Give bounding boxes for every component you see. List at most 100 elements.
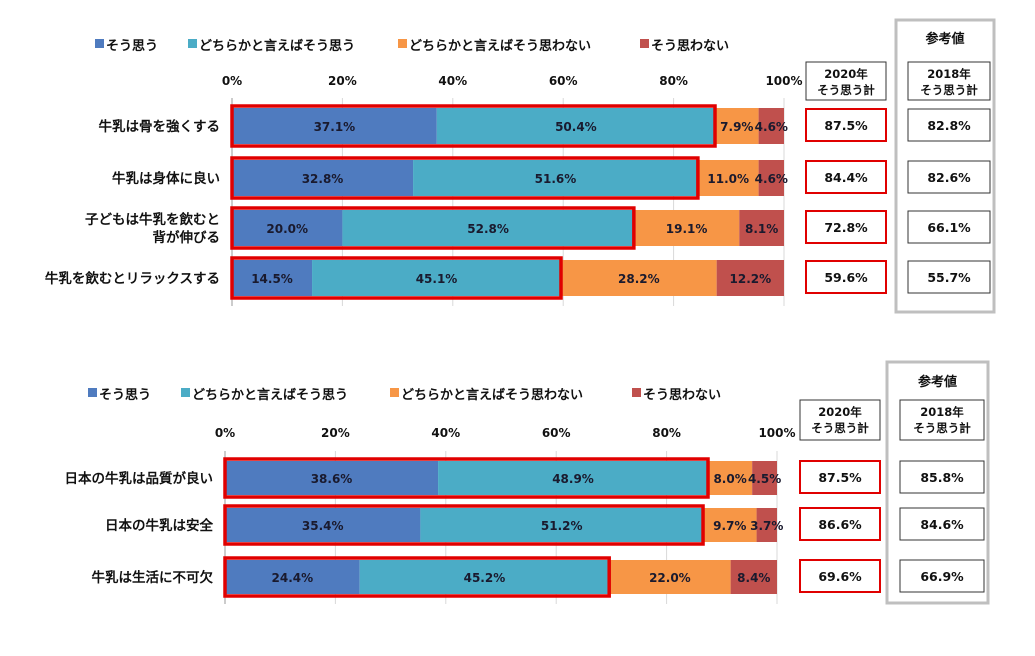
reference-2018-header [907,61,991,101]
reference-2018-box [907,160,991,194]
bar-segment [342,210,634,246]
highlight-outline [223,556,611,598]
legend-label: そう思わない [643,388,721,403]
bar-segment [232,108,437,144]
reference-2018-box [907,210,991,244]
bar-segment [232,260,313,296]
data-label: 35.4% [302,519,344,533]
legend-label: どちらかと言えばそう思わない [401,387,583,403]
bar-segment [232,210,343,246]
x-tick-label: 20% [328,74,357,88]
total-2020-value: 72.8% [824,220,868,235]
legend-label: どちらかと言えばそう思う [199,38,355,54]
data-label: 37.1% [314,120,356,134]
legend-swatch [640,39,649,48]
x-tick-label: 80% [652,426,681,440]
bar-segment [633,210,740,246]
category-label: 日本の牛乳は品質が良い [65,470,214,487]
reference-2018-box [899,559,985,593]
reference-2018-box [907,260,991,294]
bar-segment [703,508,757,542]
x-tick-label: 60% [549,74,578,88]
total-2020-header-text: そう思う計 [817,83,875,97]
data-label: 11.0% [707,172,749,186]
category-label: 背が伸びる [153,229,221,246]
data-label: 22.0% [649,571,691,585]
total-2020-header [799,399,881,441]
data-label: 8.4% [737,571,770,585]
legend-label: そう思う [106,39,158,54]
bar-segment [716,260,784,296]
data-label: 51.6% [535,172,577,186]
data-label: 50.4% [555,120,597,134]
reference-2018-value: 55.7% [927,270,971,285]
data-label: 28.2% [618,272,660,286]
bar-segment [359,560,610,594]
category-label: 牛乳は生活に不可欠 [92,569,214,586]
reference-2018-value: 84.6% [920,517,964,532]
category-label: 牛乳を飲むとリラックスする [45,270,220,287]
reference-2018-value: 66.9% [920,569,964,584]
bar-segment [225,508,421,542]
x-tick-label: 60% [542,426,571,440]
bar-segment [232,160,414,196]
data-label: 8.0% [713,472,746,486]
x-tick-label: 80% [659,74,688,88]
highlight-outline [223,504,705,546]
bar-segment [413,160,698,196]
bar-segment [560,260,717,296]
data-label: 12.2% [730,272,772,286]
legend-label: どちらかと言えばそう思う [192,387,348,403]
reference-frame [894,18,996,314]
total-2020-box [799,559,881,593]
x-tick-label: 0% [222,74,242,88]
bar-segment [609,560,731,594]
reference-2018-header-text: 2018年 [927,67,971,81]
category-label: 牛乳は骨を強くする [99,118,221,135]
bar-segment [758,108,784,144]
data-label: 52.8% [467,222,509,236]
total-2020-value: 59.6% [824,270,868,285]
category-label: 子どもは牛乳を飲むと [85,211,220,228]
highlight-outline [230,206,636,250]
legend-swatch [88,388,97,397]
data-label: 20.0% [266,222,308,236]
legend-swatch [181,388,190,397]
total-2020-box [805,210,887,244]
total-2020-value: 86.6% [818,517,862,532]
total-2020-header-text: 2020年 [818,405,862,419]
x-tick-label: 20% [321,426,350,440]
legend-label: そう思う [99,388,151,403]
reference-2018-header-text: そう思う計 [920,83,978,97]
total-2020-value: 84.4% [824,170,868,185]
total-2020-value: 87.5% [818,470,862,485]
total-2020-value: 69.6% [818,569,862,584]
category-label: 日本の牛乳は安全 [105,517,213,534]
total-2020-header [805,61,887,101]
total-2020-box [799,507,881,541]
data-label: 4.6% [755,172,788,186]
legend-label: どちらかと言えばそう思わない [409,38,591,54]
data-label: 24.4% [272,571,314,585]
data-label: 38.6% [311,472,353,486]
data-label: 45.2% [464,571,506,585]
data-label: 19.1% [666,222,708,236]
data-label: 32.8% [302,172,344,186]
legend-label: そう思わない [651,39,729,54]
total-2020-value: 87.5% [824,118,868,133]
total-2020-box [805,260,887,294]
reference-2018-box [899,460,985,494]
reference-title: 参考値 [918,374,957,390]
data-label: 4.5% [748,472,781,486]
bar-segment [715,108,759,144]
legend-swatch [390,388,399,397]
highlight-outline [230,104,717,148]
bar-segment [312,260,561,296]
reference-frame [885,360,990,605]
bar-segment [420,508,704,542]
bar-segment [697,160,759,196]
bar-segment [225,461,439,495]
data-label: 3.7% [750,519,783,533]
bar-segment [739,210,784,246]
